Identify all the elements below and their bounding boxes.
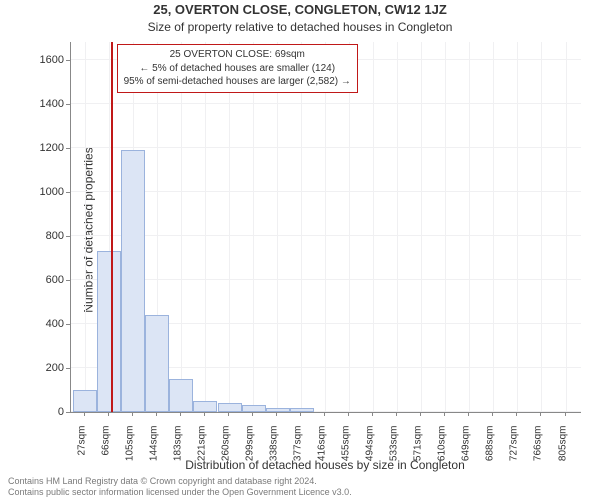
gridline-v	[277, 42, 278, 412]
gridline-v	[229, 42, 230, 412]
chart-footer: Contains HM Land Registry data © Crown c…	[8, 476, 352, 498]
x-axis-label: Distribution of detached houses by size …	[70, 458, 580, 472]
x-tick-mark	[324, 412, 325, 416]
annotation-line3: 95% of semi-detached houses are larger (…	[124, 75, 351, 89]
y-tick-mark	[66, 60, 70, 61]
gridline-v	[566, 42, 567, 412]
gridline-v	[445, 42, 446, 412]
reference-line	[111, 42, 113, 412]
gridline-v	[325, 42, 326, 412]
gridline-v	[301, 42, 302, 412]
x-tick-mark	[252, 412, 253, 416]
histogram-bar	[290, 408, 314, 412]
x-tick-mark	[492, 412, 493, 416]
x-tick-mark	[372, 412, 373, 416]
y-tick-mark	[66, 324, 70, 325]
y-tick-mark	[66, 236, 70, 237]
gridline-v	[469, 42, 470, 412]
y-tick-mark	[66, 280, 70, 281]
y-tick-label: 400	[24, 318, 64, 330]
y-tick-label: 200	[24, 362, 64, 374]
y-tick-label: 600	[24, 274, 64, 286]
x-tick-mark	[204, 412, 205, 416]
x-tick-mark	[540, 412, 541, 416]
footer-line2: Contains public sector information licen…	[8, 487, 352, 498]
histogram-bar	[218, 403, 242, 412]
histogram-bar	[193, 401, 217, 412]
y-tick-label: 1200	[24, 142, 64, 154]
x-tick-mark	[300, 412, 301, 416]
y-tick-label: 1000	[24, 186, 64, 198]
histogram-bar	[73, 390, 97, 412]
y-tick-label: 800	[24, 230, 64, 242]
x-tick-mark	[420, 412, 421, 416]
y-tick-mark	[66, 148, 70, 149]
y-tick-mark	[66, 192, 70, 193]
x-tick-mark	[132, 412, 133, 416]
x-tick-mark	[228, 412, 229, 416]
gridline-v	[205, 42, 206, 412]
gridline-v	[85, 42, 86, 412]
y-tick-label: 0	[24, 406, 64, 418]
gridline-v	[373, 42, 374, 412]
gridline-v	[421, 42, 422, 412]
footer-line1: Contains HM Land Registry data © Crown c…	[8, 476, 352, 487]
gridline-v	[181, 42, 182, 412]
annotation-box: 25 OVERTON CLOSE: 69sqm← 5% of detached …	[117, 44, 358, 93]
x-tick-mark	[396, 412, 397, 416]
gridline-v	[517, 42, 518, 412]
chart-title: 25, OVERTON CLOSE, CONGLETON, CW12 1JZ	[0, 2, 600, 17]
x-tick-mark	[108, 412, 109, 416]
gridline-v	[397, 42, 398, 412]
x-tick-mark	[156, 412, 157, 416]
y-tick-label: 1400	[24, 98, 64, 110]
annotation-line2: ← 5% of detached houses are smaller (124…	[124, 62, 351, 76]
gridline-v	[253, 42, 254, 412]
y-tick-mark	[66, 104, 70, 105]
histogram-bar	[266, 408, 290, 412]
x-tick-mark	[468, 412, 469, 416]
plot-area: 25 OVERTON CLOSE: 69sqm← 5% of detached …	[70, 42, 581, 413]
histogram-bar	[242, 405, 266, 412]
y-tick-mark	[66, 412, 70, 413]
histogram-bar	[97, 251, 121, 412]
y-tick-label: 1600	[24, 54, 64, 66]
histogram-bar	[169, 379, 193, 412]
annotation-line1: 25 OVERTON CLOSE: 69sqm	[124, 48, 351, 62]
y-tick-mark	[66, 368, 70, 369]
histogram-bar	[145, 315, 169, 412]
x-tick-mark	[84, 412, 85, 416]
property-size-chart: 25, OVERTON CLOSE, CONGLETON, CW12 1JZ S…	[0, 0, 600, 500]
gridline-v	[493, 42, 494, 412]
x-tick-mark	[444, 412, 445, 416]
x-tick-mark	[565, 412, 566, 416]
x-tick-mark	[276, 412, 277, 416]
histogram-bar	[121, 150, 145, 412]
x-tick-mark	[180, 412, 181, 416]
gridline-v	[541, 42, 542, 412]
gridline-v	[349, 42, 350, 412]
x-tick-mark	[348, 412, 349, 416]
x-tick-mark	[516, 412, 517, 416]
chart-subtitle: Size of property relative to detached ho…	[0, 20, 600, 34]
